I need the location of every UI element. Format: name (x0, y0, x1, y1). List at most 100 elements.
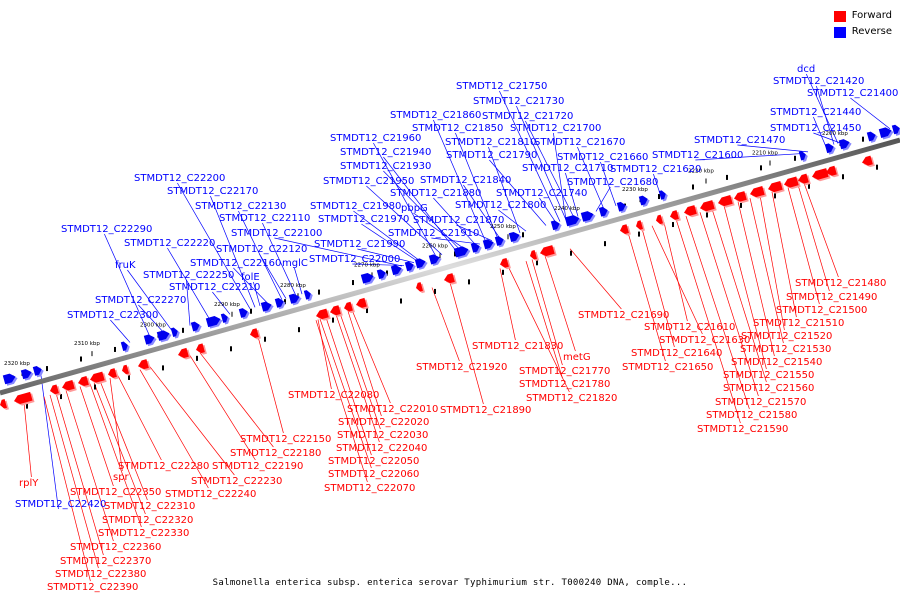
reverse-gene-label: STMDT12_C22220 (124, 238, 215, 249)
forward-gene-label: STMDT12_C22080 (288, 390, 379, 401)
reverse-gene-arrow (143, 334, 157, 347)
site-marker (196, 355, 198, 361)
forward-gene-label: spr (113, 472, 130, 483)
reverse-gene-arrow (866, 131, 878, 143)
forward-gene-arrow (330, 305, 343, 317)
reverse-gene-arrow (508, 231, 522, 244)
reverse-leader-line (39, 367, 59, 510)
reverse-gene-arrow (798, 150, 808, 162)
reverse-gene-arrow (20, 369, 34, 381)
reverse-leader-line (373, 142, 437, 257)
scale-tick-label: 2300 kbp (140, 323, 166, 329)
forward-gene-arrow (196, 343, 207, 355)
reverse-leader-line (210, 195, 256, 308)
site-marker (332, 317, 334, 323)
reverse-leader-line (456, 224, 493, 242)
forward-leader-line (711, 208, 767, 383)
forward-gene-label: STMDT12_C22180 (230, 448, 321, 459)
forward-gene-label: STMDT12_C21830 (472, 341, 563, 352)
scale-tick-label: 2200 kbp (822, 131, 848, 137)
reverse-leader-line (489, 159, 547, 226)
reverse-gene-label: STMDT12_C21440 (770, 107, 861, 118)
site-marker (230, 346, 232, 352)
reverse-leader-line (805, 73, 839, 144)
reverse-gene-arrow (156, 330, 172, 343)
reverse-gene-label: STMDT12_C21950 (323, 176, 414, 187)
forward-gene-label: STMDT12_C22060 (328, 469, 419, 480)
forward-leader-line (449, 282, 484, 405)
forward-gene-label: STMDT12_C22360 (70, 542, 161, 553)
reverse-gene-arrow (428, 254, 442, 266)
reverse-leader-line (353, 210, 421, 262)
site-marker (94, 384, 96, 390)
reverse-leader-line (110, 319, 131, 343)
reverse-gene-arrow (32, 366, 44, 378)
forward-gene-arrow (620, 224, 631, 236)
reverse-leader-line (383, 156, 457, 252)
site-marker (128, 374, 130, 380)
reverse-gene-label: pbpG (401, 203, 428, 214)
reverse-leader-line (600, 161, 617, 206)
reverse-gene-arrow (482, 239, 496, 251)
scale-tick-label: 2290 kbp (214, 302, 240, 308)
site-marker (842, 174, 844, 180)
forward-leader-line (723, 205, 767, 370)
forward-gene-label: STMDT12_C22190 (212, 461, 303, 472)
forward-gene-label: STMDT12_C21560 (723, 383, 814, 394)
forward-gene-label: STMDT12_C22020 (338, 417, 429, 428)
reverse-leader-line (294, 267, 303, 295)
reverse-leader-line (813, 132, 841, 144)
reverse-leader-line (361, 223, 419, 262)
site-marker (352, 280, 354, 286)
forward-leader-line (335, 314, 380, 443)
forward-gene-arrow (700, 200, 717, 213)
reverse-gene-arrow (824, 143, 836, 155)
reverse-gene-label: STMDT12_C22250 (143, 270, 234, 281)
reverse-gene-label: STMDT12_C22210 (169, 282, 260, 293)
forward-leader-line (109, 378, 123, 472)
forward-leader-line (759, 195, 785, 331)
forward-leader-line (93, 382, 146, 515)
forward-leader-line (675, 218, 741, 424)
reverse-leader-line (813, 116, 827, 147)
site-marker (604, 241, 606, 247)
forward-gene-label: STMDT12_C21490 (786, 292, 877, 303)
forward-gene-label: metG (563, 352, 591, 363)
scale-tick-label: 2280 kbp (280, 283, 306, 289)
forward-gene-label: STMDT12_C21630 (659, 335, 750, 346)
site-marker (434, 288, 436, 294)
forward-gene-label: STMDT12_C22050 (328, 456, 419, 467)
forward-gene-label: STMDT12_C21610 (644, 322, 735, 333)
reverse-gene-label: folE (241, 272, 260, 283)
reverse-leader-line (262, 222, 297, 296)
reverse-gene-arrow (238, 308, 250, 320)
reverse-gene-label: STMDT12_C21910 (388, 228, 479, 239)
scale-tick-label: 2260 kbp (422, 243, 448, 249)
site-marker (522, 232, 524, 238)
scale-tick-label: 2220 kbp (688, 169, 714, 175)
forward-gene-label: STMDT12_C21530 (740, 344, 831, 355)
reverse-gene-arrow (2, 373, 18, 386)
site-marker (250, 308, 252, 314)
reverse-gene-arrow (598, 206, 610, 219)
reverse-gene-arrow (564, 215, 582, 228)
reverse-leader-line (233, 267, 269, 304)
forward-gene-label: STMDT12_C21650 (622, 362, 713, 373)
reverse-gene-label: STMDT12_C22000 (309, 254, 400, 265)
forward-gene-arrow (784, 176, 801, 190)
forward-leader-line (339, 313, 381, 430)
reverse-leader-line (539, 197, 557, 223)
reverse-gene-label: STMDT12_C21800 (455, 200, 546, 211)
forward-leader-line (685, 216, 750, 410)
scale-tick-label: 2310 kbp (74, 341, 100, 347)
scale-tick-label: 2270 kbp (354, 262, 380, 268)
legend-reverse: Reverse (833, 24, 892, 40)
forward-leader-line (149, 366, 235, 476)
forward-leader-line (525, 261, 563, 379)
site-marker (876, 164, 878, 170)
reverse-gene-arrow (414, 258, 428, 270)
reverse-gene-label: STMDT12_C21680 (567, 177, 658, 188)
forward-gene-arrow (90, 371, 107, 385)
forward-gene-label: STMDT12_C22320 (102, 515, 193, 526)
site-marker (60, 394, 62, 400)
